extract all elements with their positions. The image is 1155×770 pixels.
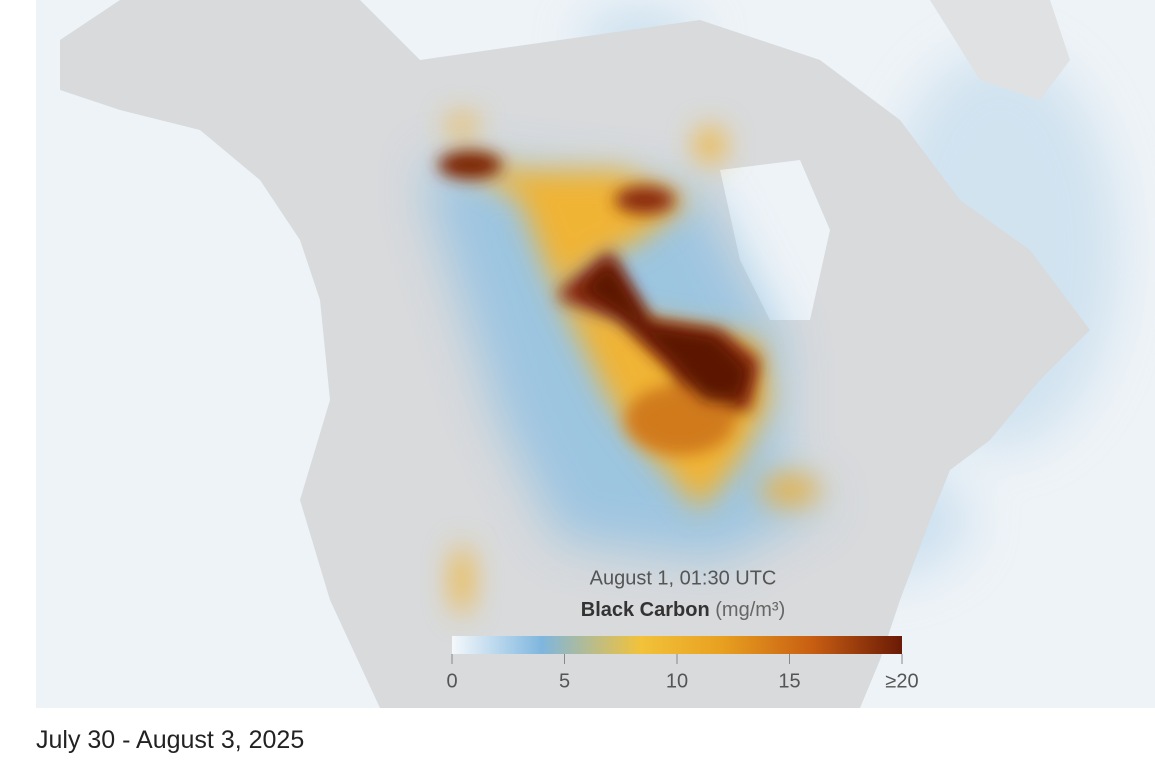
caption: July 30 - August 3, 2025 (36, 726, 305, 754)
legend-title-name: Black Carbon (581, 599, 710, 621)
hudson-bay (720, 160, 830, 320)
smoke (430, 115, 830, 615)
colorbar-tick-label: 5 (559, 670, 570, 692)
greenland (930, 0, 1070, 100)
colorbar-tick-label: 10 (666, 670, 688, 692)
colorbar (452, 636, 902, 654)
timestamp: August 1, 01:30 UTC (590, 567, 777, 589)
map: August 1, 01:30 UTC Black Carbon (mg/m³)… (36, 0, 1155, 708)
colorbar-tick-label: 0 (446, 670, 457, 692)
colorbar-tick-label: 15 (778, 670, 800, 692)
colorbar-ticks: 0 5 10 15 ≥20 (446, 654, 919, 692)
colorbar-tick-label: ≥20 (885, 670, 918, 692)
legend-unit: (mg/m³) (715, 599, 785, 621)
legend-title: Black Carbon (mg/m³) (581, 599, 785, 621)
